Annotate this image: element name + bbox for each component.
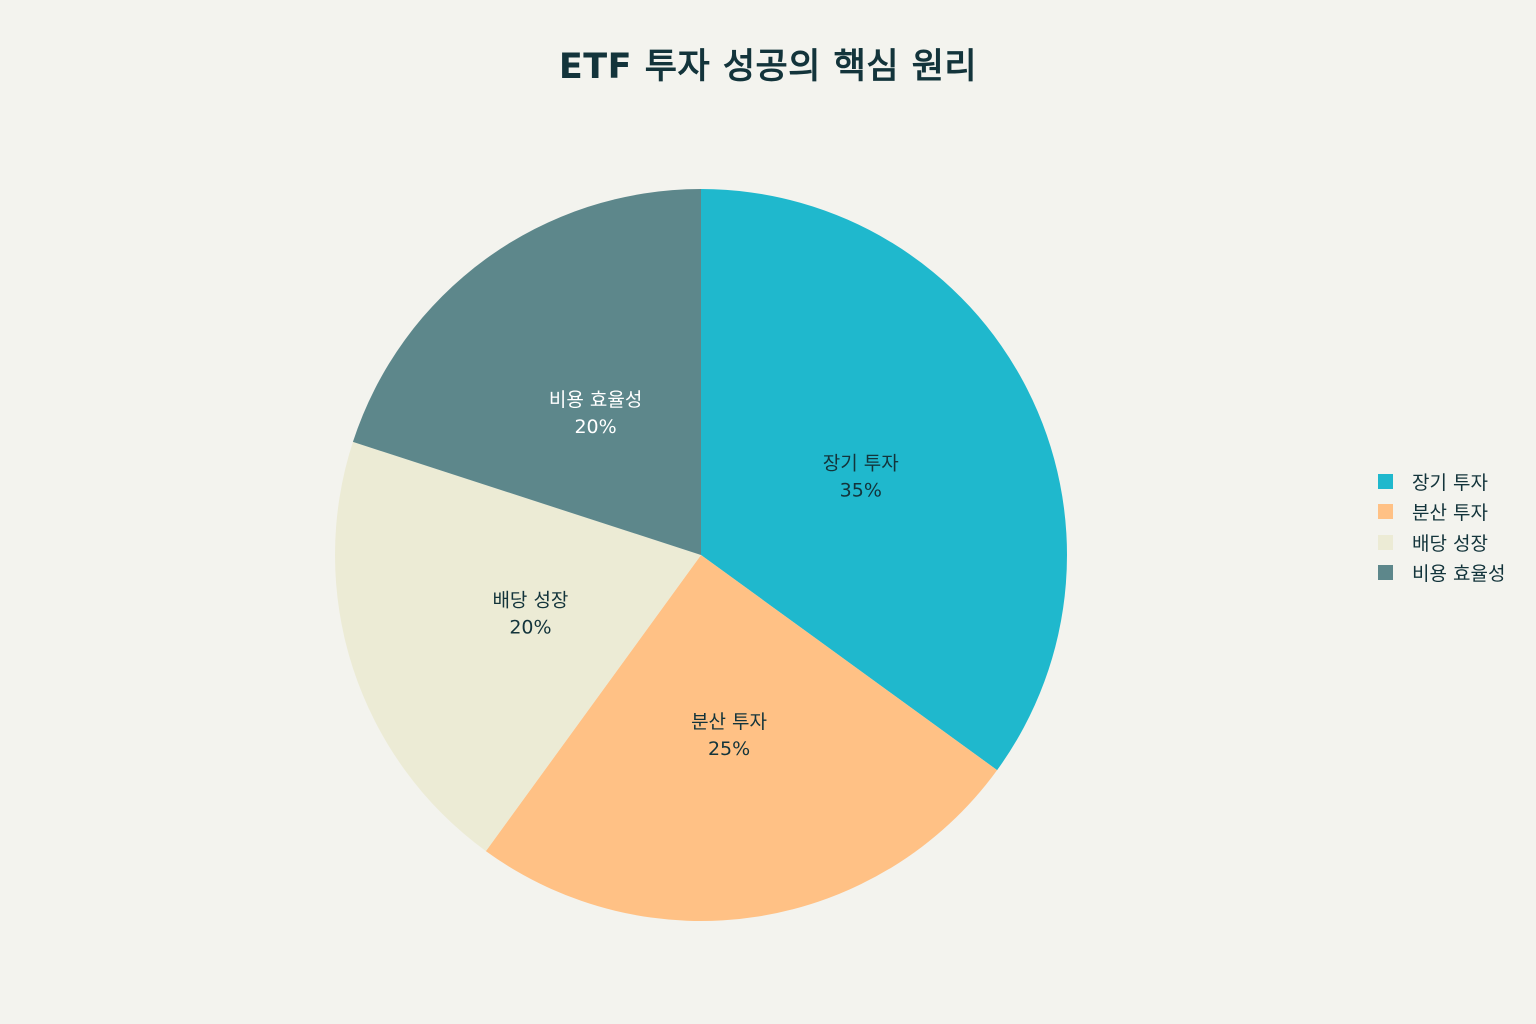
slice-label-percent: 20% — [574, 416, 616, 438]
pie-slice-labels: 장기 투자 35% 분산 투자 25% 배당 성장 20% 비용 효율성 20% — [492, 389, 898, 760]
legend-item[interactable]: 비용 효율성 — [1378, 558, 1505, 589]
pie-slice-1 — [701, 189, 1067, 771]
slice-label-name: 장기 투자 — [823, 453, 899, 475]
legend-item[interactable]: 배당 성장 — [1378, 527, 1505, 558]
legend-item[interactable]: 장기 투자 — [1378, 466, 1505, 497]
slice-label-name: 분산 투자 — [691, 711, 767, 733]
legend-swatch — [1378, 534, 1393, 550]
legend-label: 장기 투자 — [1412, 471, 1488, 494]
legend-label: 분산 투자 — [1412, 502, 1488, 525]
legend-label: 비용 효율성 — [1412, 563, 1506, 586]
slice-label-name: 배당 성장 — [492, 589, 568, 611]
slice-label-percent: 20% — [509, 616, 551, 638]
slice-label-name: 비용 효율성 — [549, 389, 642, 411]
slice-label-percent: 35% — [840, 480, 882, 502]
slice-label-percent: 25% — [708, 738, 750, 760]
pie-slice-4 — [352, 189, 701, 555]
legend-swatch — [1378, 504, 1393, 520]
chart-title: ETF 투자 성공의 핵심 원리 — [558, 47, 978, 87]
legend-item[interactable]: 분산 투자 — [1378, 497, 1505, 528]
legend-label: 배당 성장 — [1412, 532, 1488, 555]
legend-swatch — [1378, 565, 1393, 581]
pie-slices — [335, 189, 1067, 921]
pie-slice-3 — [335, 441, 701, 852]
legend-swatch — [1378, 473, 1393, 489]
pie-slice-2 — [485, 555, 998, 921]
